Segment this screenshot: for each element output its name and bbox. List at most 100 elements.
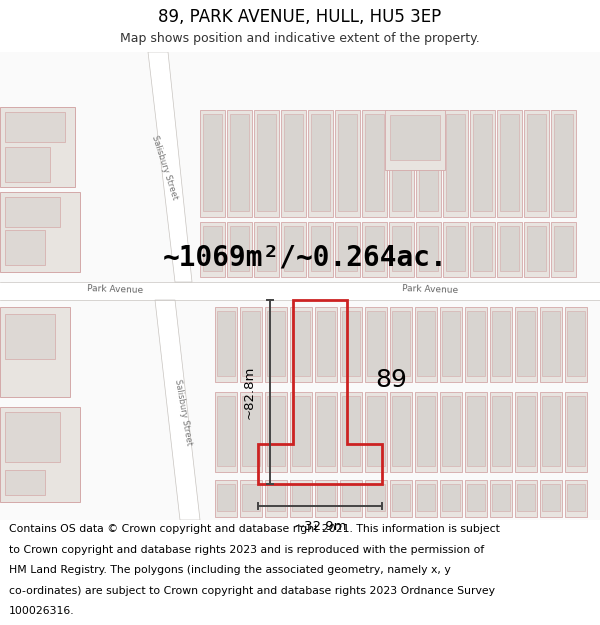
Bar <box>281 222 306 277</box>
Bar <box>338 114 357 211</box>
Bar <box>527 114 546 211</box>
Polygon shape <box>148 52 192 282</box>
Bar <box>467 484 485 511</box>
Bar <box>415 392 437 472</box>
Text: Salisbury Street: Salisbury Street <box>173 378 193 446</box>
Bar <box>254 222 279 277</box>
Bar <box>527 226 546 271</box>
Bar <box>284 114 303 211</box>
Text: 100026316.: 100026316. <box>9 606 74 616</box>
Bar <box>362 110 387 217</box>
Bar <box>367 311 385 376</box>
Bar <box>390 307 412 382</box>
Bar <box>308 110 333 217</box>
Bar <box>517 484 535 511</box>
Bar <box>515 392 537 472</box>
Bar <box>497 110 522 217</box>
Text: Park Avenue: Park Avenue <box>402 284 458 294</box>
Text: 89: 89 <box>375 368 407 392</box>
Bar <box>554 114 573 211</box>
Bar <box>417 396 435 466</box>
Bar <box>335 222 360 277</box>
Text: Contains OS data © Crown copyright and database right 2021. This information is : Contains OS data © Crown copyright and d… <box>9 524 500 534</box>
Text: co-ordinates) are subject to Crown copyright and database rights 2023 Ordnance S: co-ordinates) are subject to Crown copyr… <box>9 586 495 596</box>
Bar <box>230 114 249 211</box>
Bar <box>215 480 237 517</box>
Bar <box>565 480 587 517</box>
Bar <box>390 392 412 472</box>
Text: ~1069m²/~0.264ac.: ~1069m²/~0.264ac. <box>163 243 448 271</box>
Bar <box>203 226 222 271</box>
Bar <box>317 484 335 511</box>
Bar <box>467 396 485 466</box>
Bar <box>5 197 60 227</box>
Bar <box>217 311 235 376</box>
Bar <box>517 396 535 466</box>
Bar <box>340 480 362 517</box>
Bar <box>267 311 285 376</box>
Bar <box>227 222 252 277</box>
Text: ~82.8m: ~82.8m <box>243 365 256 419</box>
Bar <box>254 110 279 217</box>
Bar <box>240 307 262 382</box>
Bar <box>524 110 549 217</box>
Bar <box>417 311 435 376</box>
Bar <box>265 307 287 382</box>
Bar <box>517 311 535 376</box>
Bar <box>500 226 519 271</box>
Bar <box>490 480 512 517</box>
Bar <box>292 484 310 511</box>
Text: Park Avenue: Park Avenue <box>87 284 143 294</box>
Bar <box>416 110 441 217</box>
Bar <box>567 396 585 466</box>
Bar <box>392 396 410 466</box>
Bar <box>265 392 287 472</box>
Bar <box>0 407 80 502</box>
Text: Salisbury Street: Salisbury Street <box>151 134 179 200</box>
Bar <box>470 110 495 217</box>
Bar <box>292 311 310 376</box>
Bar <box>200 110 225 217</box>
Bar <box>524 222 549 277</box>
Bar <box>473 114 492 211</box>
Bar <box>200 222 225 277</box>
Bar <box>500 114 519 211</box>
Bar <box>415 307 437 382</box>
Bar <box>5 230 45 265</box>
Text: 89, PARK AVENUE, HULL, HU5 3EP: 89, PARK AVENUE, HULL, HU5 3EP <box>158 8 442 26</box>
Bar <box>267 484 285 511</box>
Bar <box>315 307 337 382</box>
Bar <box>392 114 411 211</box>
Bar <box>419 114 438 211</box>
Bar <box>567 484 585 511</box>
Bar <box>567 311 585 376</box>
Text: to Crown copyright and database rights 2023 and is reproduced with the permissio: to Crown copyright and database rights 2… <box>9 544 484 554</box>
Bar <box>392 226 411 271</box>
Text: HM Land Registry. The polygons (including the associated geometry, namely x, y: HM Land Registry. The polygons (includin… <box>9 565 451 575</box>
Bar <box>542 396 560 466</box>
Bar <box>365 307 387 382</box>
Bar <box>342 311 360 376</box>
Bar <box>440 307 462 382</box>
Bar <box>290 392 312 472</box>
Bar <box>267 396 285 466</box>
Bar <box>365 480 387 517</box>
Bar <box>5 470 45 495</box>
Bar <box>490 307 512 382</box>
Bar <box>5 412 60 462</box>
Bar <box>5 112 65 142</box>
Bar <box>242 484 260 511</box>
Bar <box>551 222 576 277</box>
Bar <box>465 307 487 382</box>
Bar <box>389 110 414 217</box>
Bar <box>470 222 495 277</box>
Bar <box>365 392 387 472</box>
Bar <box>551 110 576 217</box>
Bar <box>492 311 510 376</box>
Bar <box>265 480 287 517</box>
Bar <box>415 480 437 517</box>
Bar <box>390 480 412 517</box>
Bar <box>338 226 357 271</box>
Bar <box>365 114 384 211</box>
Bar <box>416 222 441 277</box>
